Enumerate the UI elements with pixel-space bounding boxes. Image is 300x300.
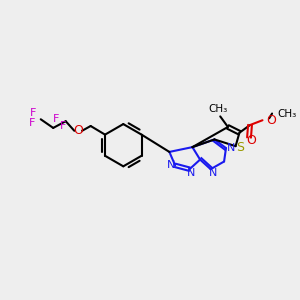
- Text: O: O: [73, 124, 83, 137]
- Text: O: O: [266, 114, 276, 127]
- Text: F: F: [30, 108, 36, 118]
- Text: S: S: [236, 141, 244, 154]
- Text: F: F: [60, 121, 66, 131]
- Text: F: F: [53, 114, 59, 124]
- Text: N: N: [187, 168, 196, 178]
- Text: CH₃: CH₃: [278, 109, 297, 118]
- Text: N: N: [209, 168, 218, 178]
- Text: N: N: [226, 143, 235, 153]
- Text: N: N: [167, 160, 176, 170]
- Text: O: O: [246, 134, 256, 147]
- Text: F: F: [29, 118, 35, 128]
- Text: CH₃: CH₃: [209, 104, 228, 114]
